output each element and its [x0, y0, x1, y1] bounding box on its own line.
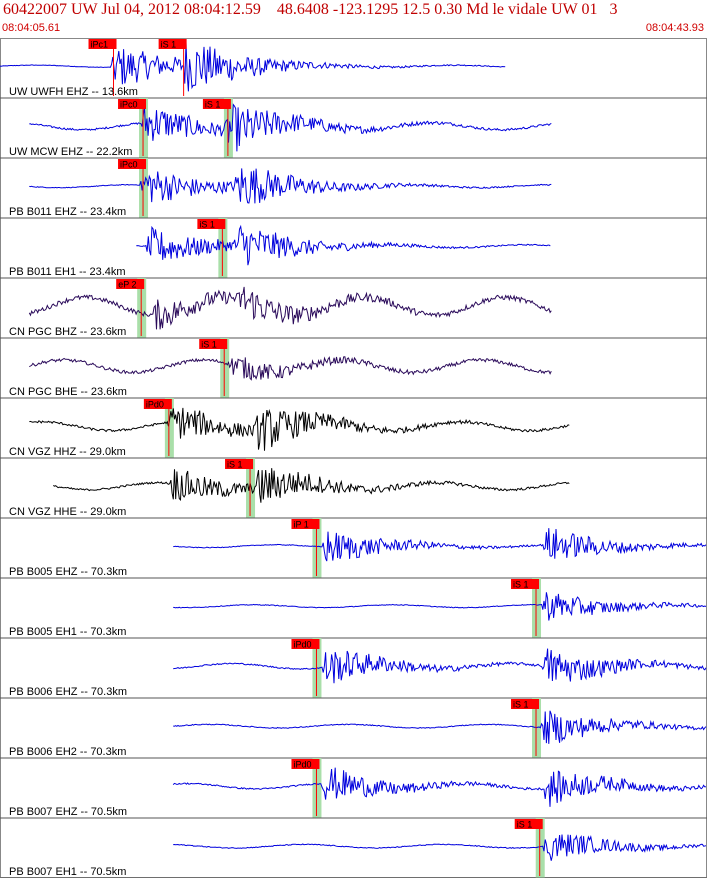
trace-label: CN PGC BHE -- 23.6km	[9, 386, 127, 398]
waveform	[173, 528, 707, 562]
trace-row: iPd0 CN VGZ HHZ -- 29.0km	[0, 398, 707, 459]
pick-label: iPc0	[120, 100, 138, 110]
pick-label: iS 1	[199, 220, 215, 230]
pick-label: eP 2	[118, 280, 136, 290]
trace-label: PB B011 EH1 -- 23.4km	[9, 266, 126, 278]
waveform	[29, 356, 552, 381]
pick-label-box	[88, 39, 117, 49]
trace-label: PB B007 EHZ -- 70.5km	[9, 806, 127, 818]
trace-label: PB B007 EH1 -- 70.5km	[9, 866, 126, 878]
pick-label-box	[514, 819, 543, 829]
waveform	[173, 592, 707, 621]
pick-label-box	[116, 279, 145, 289]
pick-label-box	[118, 99, 147, 109]
trace-row: iPd0 PB B007 EHZ -- 70.5km	[0, 758, 707, 819]
trace-row: iS 1 PB B011 EH1 -- 23.4km	[0, 218, 707, 279]
pick-label-box	[511, 699, 540, 709]
waveform	[172, 767, 707, 807]
pick-label: iPd0	[146, 400, 164, 410]
end-time-label: 08:04:43.93	[645, 22, 704, 34]
pick-label: iP 1	[293, 520, 308, 530]
event-title: 60422007 UW Jul 04, 2012 08:04:12.59 48.…	[3, 1, 618, 18]
pick-label-box	[199, 339, 228, 349]
trace-row: iPc0 PB B011 EHZ -- 23.4km	[0, 158, 707, 219]
pick-label: iS 1	[517, 820, 533, 830]
trace-label: UW UWFH EHZ -- 13.6km	[9, 86, 138, 98]
pick-label-box	[158, 39, 187, 49]
pick-label-box	[225, 459, 254, 469]
pick-label: iPc1	[91, 40, 109, 50]
trace-row: iS 1 PB B006 EH2 -- 70.3km	[0, 698, 707, 759]
pick-label: iS 1	[513, 700, 529, 710]
start-time-label: 08:04:05.61	[2, 22, 61, 34]
pick-label-box	[511, 579, 540, 589]
trace-row: iPd0 PB B006 EHZ -- 70.3km	[0, 638, 707, 699]
pick-label: iS 1	[201, 340, 217, 350]
pick-label-box	[118, 159, 147, 169]
trace-label: PB B005 EH1 -- 70.3km	[9, 626, 126, 638]
trace-row: iS 1 CN PGC BHE -- 23.6km	[0, 338, 707, 399]
pick-label-box	[197, 219, 226, 229]
pick-label-box	[143, 399, 172, 409]
pick-label: iPc0	[120, 160, 138, 170]
seismogram-panel: iPc1 iS 1 UW UWFH EHZ -- 13.6km iPc0 iS 1 UW …	[0, 38, 707, 878]
waveform	[29, 168, 552, 204]
pick-label-box	[291, 519, 320, 529]
pick-label: iS 1	[161, 40, 177, 50]
header: 60422007 UW Jul 04, 2012 08:04:12.59 48.…	[0, 0, 707, 38]
waveform	[28, 286, 552, 330]
pick-label-box	[202, 99, 231, 109]
trace-label: PB B006 EHZ -- 70.3km	[9, 686, 127, 698]
pick-label-box	[291, 759, 320, 769]
pick-label: iS 1	[227, 460, 243, 470]
trace-row: iPc0 iS 1 UW MCW EHZ -- 22.2km	[0, 98, 707, 159]
pick-label: iPd0	[293, 760, 311, 770]
trace-label: CN VGZ HHZ -- 29.0km	[9, 446, 126, 458]
trace-label: PB B011 EHZ -- 23.4km	[9, 206, 126, 218]
trace-label: UW MCW EHZ -- 22.2km	[9, 146, 132, 158]
trace-row: iS 1 PB B007 EH1 -- 70.5km	[0, 818, 707, 878]
trace-row: iS 1 CN VGZ HHE -- 29.0km	[0, 458, 707, 519]
pick-label: iPd0	[293, 640, 311, 650]
waveform	[0, 42, 506, 92]
waveform	[136, 224, 551, 266]
waveform	[53, 468, 570, 503]
pick-label: iS 1	[513, 580, 529, 590]
trace-label: CN PGC BHZ -- 23.6km	[9, 326, 126, 338]
trace-row: eP 2 CN PGC BHZ -- 23.6km	[0, 278, 707, 339]
waveform	[173, 834, 707, 861]
pick-label-box	[291, 639, 320, 649]
trace-row: iPc1 iS 1 UW UWFH EHZ -- 13.6km	[0, 39, 707, 99]
waveform	[29, 407, 570, 451]
waveform	[173, 710, 707, 744]
pick-label: iS 1	[205, 100, 221, 110]
waveform	[173, 648, 707, 684]
trace-label: PB B006 EH2 -- 70.3km	[9, 746, 126, 758]
trace-row: iP 1 PB B005 EHZ -- 70.3km	[0, 518, 707, 579]
trace-label: PB B005 EHZ -- 70.3km	[9, 566, 127, 578]
trace-label: CN VGZ HHE -- 29.0km	[9, 506, 126, 518]
trace-row: iS 1 PB B005 EH1 -- 70.3km	[0, 578, 707, 639]
waveform	[29, 103, 552, 152]
